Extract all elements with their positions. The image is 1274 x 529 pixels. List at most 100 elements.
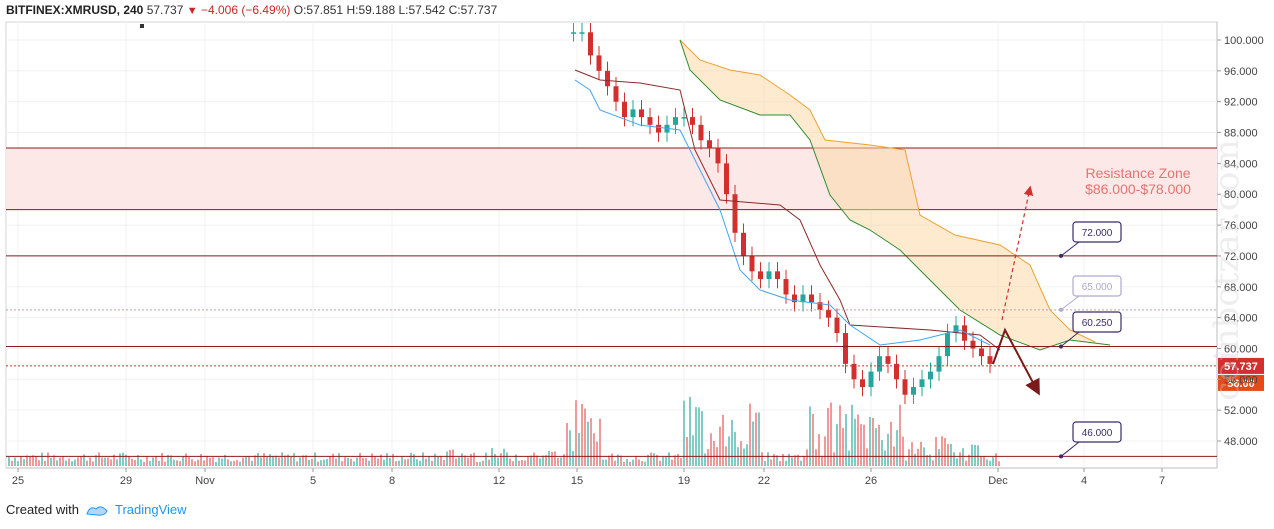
volume-bar bbox=[524, 460, 526, 466]
volume-bar bbox=[719, 426, 721, 466]
volume-bar bbox=[14, 457, 16, 466]
volume-bar bbox=[281, 452, 283, 466]
volume-bar bbox=[872, 417, 874, 466]
volume-bar bbox=[77, 457, 79, 466]
volume-bars bbox=[8, 396, 1000, 466]
volume-bar bbox=[788, 453, 790, 466]
volume-bar bbox=[92, 461, 94, 466]
volume-bar bbox=[926, 455, 928, 466]
volume-bar bbox=[953, 452, 955, 466]
volume-bar bbox=[974, 444, 976, 466]
candle-body bbox=[758, 271, 763, 280]
volume-bar bbox=[887, 433, 889, 466]
volume-bar bbox=[563, 454, 565, 466]
last-price-tag bbox=[1218, 357, 1264, 374]
volume-bar bbox=[233, 461, 235, 466]
volume-bar bbox=[395, 461, 397, 466]
x-tick-label: 8 bbox=[389, 475, 395, 487]
tradingview-link[interactable]: TradingView bbox=[114, 502, 187, 517]
volume-bar bbox=[302, 455, 304, 466]
volume-bar bbox=[635, 455, 637, 466]
volume-bar bbox=[113, 454, 115, 466]
candle-body bbox=[860, 379, 865, 388]
volume-bar bbox=[101, 457, 103, 466]
volume-bar bbox=[842, 427, 844, 466]
volume-bar bbox=[500, 453, 502, 466]
volume-bar bbox=[389, 458, 391, 466]
volume-bar bbox=[8, 457, 10, 466]
volume-bar bbox=[332, 453, 334, 466]
candle-body bbox=[783, 279, 789, 295]
volume-bar bbox=[809, 406, 811, 466]
volume-bar bbox=[692, 435, 694, 466]
volume-bar bbox=[485, 452, 487, 466]
volume-bar bbox=[275, 455, 277, 466]
volume-bar bbox=[467, 457, 469, 466]
level-callout-box bbox=[1072, 311, 1122, 333]
volume-bar bbox=[491, 448, 493, 466]
volume-bar bbox=[95, 455, 97, 466]
candle-body bbox=[715, 147, 721, 164]
created-with-label: Created with bbox=[6, 502, 79, 517]
volume-bar bbox=[413, 454, 415, 466]
level-callout-box bbox=[1072, 421, 1122, 443]
volume-bar bbox=[884, 450, 886, 466]
volume-bar bbox=[260, 457, 262, 466]
volume-bar bbox=[251, 460, 253, 466]
level-price-tag bbox=[1218, 374, 1264, 391]
candle-body bbox=[868, 371, 874, 388]
volume-bar bbox=[272, 456, 274, 466]
volume-bar bbox=[428, 456, 430, 466]
volume-bar bbox=[44, 460, 46, 466]
volume-bar bbox=[326, 458, 328, 466]
volume-bar bbox=[194, 461, 196, 466]
volume-bar bbox=[323, 459, 325, 466]
volume-bar bbox=[827, 407, 829, 466]
volume-bar bbox=[584, 408, 586, 466]
volume-bar bbox=[104, 457, 106, 466]
candle-body bbox=[605, 70, 610, 87]
volume-bar bbox=[875, 428, 877, 466]
candle-body bbox=[894, 363, 899, 380]
volume-bar bbox=[23, 459, 25, 466]
volume-bar bbox=[905, 460, 907, 466]
volume-bar bbox=[212, 457, 214, 466]
volume-bar bbox=[350, 458, 352, 466]
candle-body bbox=[987, 356, 993, 364]
volume-bar bbox=[677, 454, 679, 466]
candle-body bbox=[851, 363, 857, 380]
candle-body bbox=[579, 32, 585, 34]
volume-bar bbox=[983, 455, 985, 466]
volume-bar bbox=[383, 459, 385, 466]
volume-bar bbox=[488, 459, 490, 466]
last-price-tag-text: 57.737 bbox=[1224, 361, 1258, 373]
volume-bar bbox=[410, 452, 412, 466]
candle-body bbox=[936, 356, 942, 372]
volume-bar bbox=[140, 459, 142, 466]
volume-bar bbox=[650, 452, 652, 466]
volume-bar bbox=[143, 461, 145, 466]
candle-body bbox=[596, 55, 602, 71]
volume-bar bbox=[608, 455, 610, 466]
candle-body bbox=[732, 194, 738, 233]
x-tick-label: 22 bbox=[758, 475, 770, 487]
volume-bar bbox=[866, 448, 868, 466]
volume-bar bbox=[707, 449, 709, 466]
volume-bar bbox=[11, 460, 13, 466]
cloud-area bbox=[680, 40, 1110, 350]
volume-bar bbox=[506, 452, 508, 466]
volume-bar bbox=[347, 457, 349, 466]
volume-bar bbox=[155, 456, 157, 466]
level-callout-box bbox=[1072, 275, 1122, 297]
volume-bar bbox=[38, 460, 40, 466]
candle-body bbox=[928, 371, 933, 380]
volume-bar bbox=[944, 438, 946, 466]
x-tick-label: 26 bbox=[865, 475, 877, 487]
volume-bar bbox=[785, 460, 787, 466]
volume-bar bbox=[254, 455, 256, 466]
volume-bar bbox=[179, 461, 181, 466]
volume-bar bbox=[602, 459, 604, 466]
candle-body bbox=[834, 317, 840, 334]
volume-bar bbox=[368, 460, 370, 466]
